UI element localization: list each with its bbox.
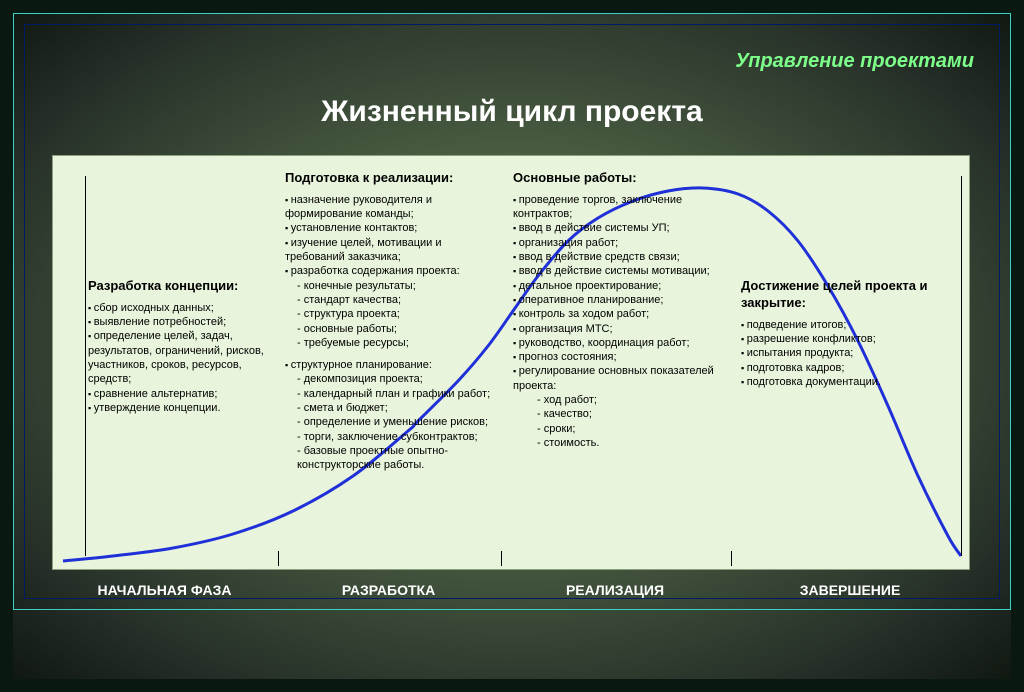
list-item: разрешение конфликтов; bbox=[741, 332, 951, 346]
column-preparation: Подготовка к реализации: назначение руков… bbox=[285, 170, 499, 473]
column-title: Основные работы: bbox=[513, 170, 723, 187]
list-item: проведение торгов, заключение контрактов… bbox=[513, 193, 723, 222]
list-item: организация МТС; bbox=[513, 322, 723, 336]
axis-tick bbox=[501, 551, 502, 566]
list-item: ввод в действие системы УП; bbox=[513, 221, 723, 235]
column-title: Достижение целей проекта и закрытие: bbox=[741, 278, 951, 312]
column-list: сбор исходных данных;выявление потребнос… bbox=[88, 301, 278, 415]
list-item: календарный план и графики работ; bbox=[285, 387, 499, 401]
list-item: сравнение альтернатив; bbox=[88, 387, 278, 401]
list-item: стандарт качества; bbox=[285, 293, 499, 307]
page-title: Жизненный цикл проекта bbox=[0, 95, 1024, 129]
list-item: ввод в действие системы мотивации; bbox=[513, 264, 723, 278]
list-item: сроки; bbox=[513, 422, 723, 436]
list-item: структура проекта; bbox=[285, 307, 499, 321]
list-item: организация работ; bbox=[513, 236, 723, 250]
list-item: определение целей, задач, результатов, о… bbox=[88, 329, 278, 386]
column-works: Основные работы: проведение торгов, заклю… bbox=[513, 170, 723, 450]
header-category: Управление проектами bbox=[735, 50, 974, 73]
column-list: подведение итогов;разрешение конфликтов;… bbox=[741, 318, 951, 389]
list-item: стоимость. bbox=[513, 436, 723, 450]
list-item: подготовка документации. bbox=[741, 375, 951, 389]
axis-tick bbox=[278, 551, 279, 566]
column-title: Подготовка к реализации: bbox=[285, 170, 499, 187]
list-item: ход работ; bbox=[513, 393, 723, 407]
lifecycle-chart-panel: Разработка концепции: сбор исходных данны… bbox=[52, 155, 970, 570]
list-item: разработка содержания проекта: bbox=[285, 264, 499, 278]
list-item: подготовка кадров; bbox=[741, 361, 951, 375]
list-item: смета и бюджет; bbox=[285, 401, 499, 415]
list-item: установление контактов; bbox=[285, 221, 499, 235]
phase-label: РАЗРАБОТКА bbox=[277, 582, 500, 598]
column-title: Разработка концепции: bbox=[88, 278, 278, 295]
axis-tick bbox=[961, 176, 962, 556]
list-item: подведение итогов; bbox=[741, 318, 951, 332]
list-item: контроль за ходом работ; bbox=[513, 307, 723, 321]
list-item: назначение руководителя и формирование к… bbox=[285, 193, 499, 222]
list-item: руководство, координация работ; bbox=[513, 336, 723, 350]
list-item: декомпозиция проекта; bbox=[285, 372, 499, 386]
axis-tick bbox=[85, 176, 86, 556]
list-item: основные работы; bbox=[285, 322, 499, 336]
list-item: конечные результаты; bbox=[285, 279, 499, 293]
phase-label: НАЧАЛЬНАЯ ФАЗА bbox=[52, 582, 277, 598]
list-item: сбор исходных данных; bbox=[88, 301, 278, 315]
list-item: ввод в действие средств связи; bbox=[513, 250, 723, 264]
list-item: детальное проектирование; bbox=[513, 279, 723, 293]
column-concept: Разработка концепции: сбор исходных данны… bbox=[88, 278, 278, 415]
list-item: качество; bbox=[513, 407, 723, 421]
list-item: базовые проектные опытно-конструкторские… bbox=[285, 444, 499, 473]
column-closing: Достижение целей проекта и закрытие: подв… bbox=[741, 278, 951, 389]
list-item: выявление потребностей; bbox=[88, 315, 278, 329]
list-item: регулирование основных показателей проек… bbox=[513, 364, 723, 393]
list-item: определение и уменьшение рисков; bbox=[285, 415, 499, 429]
axis-tick bbox=[731, 551, 732, 566]
list-item: утверждение концепции. bbox=[88, 401, 278, 415]
list-item: испытания продукта; bbox=[741, 346, 951, 360]
list-item: изучение целей, мотивации и требований з… bbox=[285, 236, 499, 265]
column-list: проведение торгов, заключение контрактов… bbox=[513, 193, 723, 450]
phase-label: РЕАЛИЗАЦИЯ bbox=[500, 582, 730, 598]
list-item: прогноз состояния; bbox=[513, 350, 723, 364]
list-item: оперативное планирование; bbox=[513, 293, 723, 307]
list-item: требуемые ресурсы; bbox=[285, 336, 499, 350]
list-item: торги, заключение субконтрактов; bbox=[285, 430, 499, 444]
list-item: структурное планирование: bbox=[285, 358, 499, 372]
phase-labels-row: НАЧАЛЬНАЯ ФАЗАРАЗРАБОТКАРЕАЛИЗАЦИЯЗАВЕРШ… bbox=[52, 582, 970, 598]
column-list: назначение руководителя и формирование к… bbox=[285, 193, 499, 473]
phase-label: ЗАВЕРШЕНИЕ bbox=[730, 582, 970, 598]
